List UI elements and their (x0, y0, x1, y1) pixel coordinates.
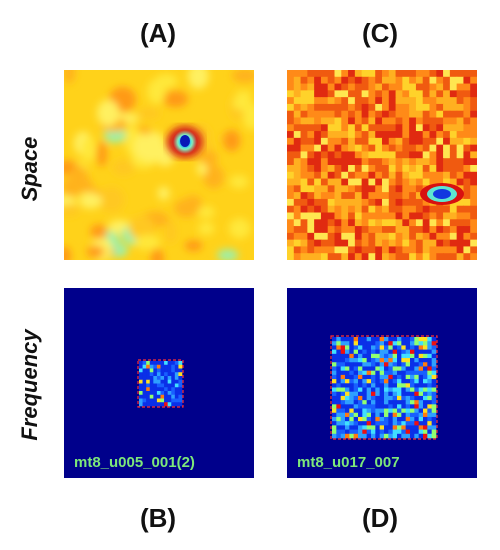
row-label-space: Space (17, 136, 42, 202)
frequency-map-d: mt8_u017_007 (287, 288, 477, 478)
space-map-c (287, 70, 477, 260)
panel-label-c: (C) (361, 18, 399, 48)
panel-label-b: (B) (139, 503, 177, 533)
row-label-frequency: Frequency (17, 329, 42, 441)
code-label-b: mt8_u005_001(2) (74, 454, 195, 471)
code-label-d: mt8_u017_007 (297, 454, 400, 471)
frequency-map-b: mt8_u005_001(2) (64, 288, 254, 478)
panel-label-a: (A) (139, 18, 177, 48)
space-map-a (64, 70, 254, 260)
panel-label-d: (D) (361, 503, 399, 533)
